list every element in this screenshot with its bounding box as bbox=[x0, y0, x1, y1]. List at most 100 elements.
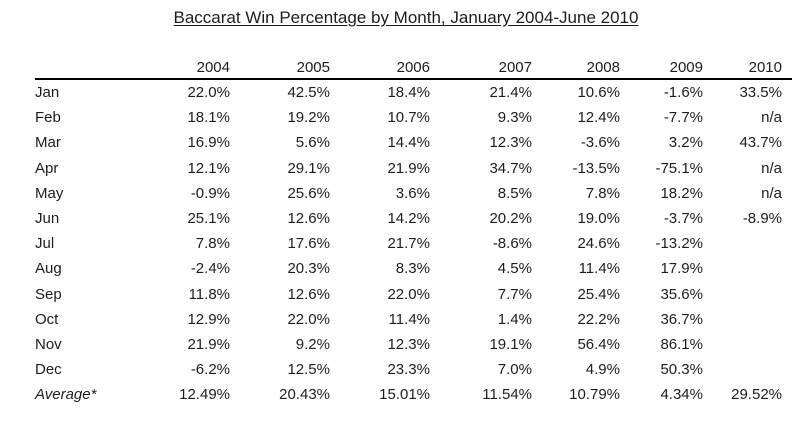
value-cell: 12.9% bbox=[187, 310, 230, 328]
value-cell: -8.6% bbox=[492, 235, 532, 253]
value-cell: -2.4% bbox=[190, 260, 230, 278]
month-cell: Feb bbox=[35, 109, 61, 127]
table-row: Nov 21.9% 9.2% 12.3% 19.1% 56.4% 86.1% bbox=[35, 332, 782, 357]
value-cell: 7.0% bbox=[497, 361, 532, 379]
header-divider bbox=[35, 78, 792, 80]
value-cell: 29.1% bbox=[287, 159, 330, 177]
value-cell: 21.4% bbox=[489, 84, 532, 102]
value-cell: 1.4% bbox=[497, 310, 532, 328]
value-cell: 21.7% bbox=[387, 235, 430, 253]
value-cell: n/a bbox=[761, 184, 782, 202]
value-cell: 7.8% bbox=[195, 235, 230, 253]
value-cell: -3.6% bbox=[580, 134, 620, 152]
table-row: Jul 7.8% 17.6% 21.7% -8.6% 24.6% -13.2% bbox=[35, 231, 782, 256]
value-cell: 4.34% bbox=[660, 386, 703, 404]
value-cell: 3.2% bbox=[668, 134, 703, 152]
table-row: Dec -6.2% 12.5% 23.3% 7.0% 4.9% 50.3% bbox=[35, 357, 782, 382]
value-cell bbox=[703, 307, 782, 332]
value-cell: 11.4% bbox=[388, 310, 430, 328]
month-cell: Jun bbox=[35, 210, 60, 228]
value-cell: 9.3% bbox=[497, 109, 532, 127]
value-cell: -13.2% bbox=[655, 235, 703, 253]
month-column-header bbox=[35, 54, 135, 80]
year-column-header: 2010 bbox=[748, 58, 782, 76]
value-cell: 29.52% bbox=[731, 386, 782, 404]
year-column-header: 2007 bbox=[498, 58, 532, 76]
value-cell bbox=[703, 231, 782, 256]
month-cell: Dec bbox=[35, 361, 62, 379]
value-cell: 3.6% bbox=[395, 184, 430, 202]
table-row: Average* 12.49% 20.43% 15.01% 11.54% 10.79% 4.… bbox=[35, 382, 782, 407]
month-cell: Oct bbox=[35, 310, 59, 328]
value-cell: 12.5% bbox=[287, 361, 330, 379]
value-cell: 12.3% bbox=[489, 134, 532, 152]
value-cell: 8.5% bbox=[497, 184, 532, 202]
value-cell: 20.3% bbox=[287, 260, 330, 278]
table-row: Jan 22.0% 42.5% 18.4% 21.4% 10.6% -1.6% 33.5% bbox=[35, 80, 782, 105]
value-cell: 7.7% bbox=[497, 285, 532, 303]
value-cell: -75.1% bbox=[655, 159, 703, 177]
value-cell: n/a bbox=[761, 159, 782, 177]
month-cell: Average* bbox=[35, 386, 97, 404]
value-cell: 19.1% bbox=[489, 335, 532, 353]
value-cell: 18.4% bbox=[387, 84, 430, 102]
value-cell: 12.6% bbox=[287, 285, 330, 303]
table-row: Mar 16.9% 5.6% 14.4% 12.3% -3.6% 3.2% 43.7% bbox=[35, 130, 782, 155]
value-cell: 23.3% bbox=[387, 361, 430, 379]
month-cell: Jul bbox=[35, 235, 55, 253]
value-cell: 4.5% bbox=[497, 260, 532, 278]
value-cell: -7.7% bbox=[663, 109, 703, 127]
value-cell: 17.6% bbox=[287, 235, 330, 253]
value-cell bbox=[703, 256, 782, 281]
year-column-header: 2008 bbox=[586, 58, 620, 76]
table-row: Apr 12.1% 29.1% 21.9% 34.7% -13.5% -75.1% n/a bbox=[35, 156, 782, 181]
value-cell: 12.49% bbox=[179, 386, 230, 404]
value-cell: 21.9% bbox=[387, 159, 430, 177]
value-cell: 34.7% bbox=[489, 159, 532, 177]
year-column-header: 2004 bbox=[196, 58, 230, 76]
month-cell: Nov bbox=[35, 335, 62, 353]
value-cell: 43.7% bbox=[739, 134, 782, 152]
value-cell: -0.9% bbox=[190, 184, 230, 202]
value-cell: 56.4% bbox=[577, 335, 620, 353]
value-cell: 22.2% bbox=[577, 310, 620, 328]
value-cell: 50.3% bbox=[660, 361, 703, 379]
month-cell: Sep bbox=[35, 285, 62, 303]
value-cell: 19.2% bbox=[287, 109, 330, 127]
table-row: Jun 25.1% 12.6% 14.2% 20.2% 19.0% -3.7% -8.9% bbox=[35, 206, 782, 231]
value-cell bbox=[703, 357, 782, 382]
value-cell: 8.3% bbox=[395, 260, 430, 278]
value-cell: 20.2% bbox=[489, 210, 532, 228]
year-column-header: 2005 bbox=[296, 58, 330, 76]
value-cell: 19.0% bbox=[577, 210, 620, 228]
value-cell: 10.7% bbox=[387, 109, 430, 127]
value-cell: 14.4% bbox=[387, 134, 430, 152]
value-cell: 24.6% bbox=[577, 235, 620, 253]
year-column-header: 2009 bbox=[669, 58, 703, 76]
table-row: Feb 18.1% 19.2% 10.7% 9.3% 12.4% -7.7% n/a bbox=[35, 105, 782, 130]
value-cell: 22.0% bbox=[287, 310, 330, 328]
value-cell: 17.9% bbox=[660, 260, 703, 278]
value-cell: -8.9% bbox=[742, 210, 782, 228]
value-cell: 10.6% bbox=[577, 84, 620, 102]
value-cell: 11.4% bbox=[578, 260, 620, 278]
table-header-row: 2004 2005 2006 2007 2008 2009 2010 bbox=[35, 54, 782, 80]
value-cell: 7.8% bbox=[585, 184, 620, 202]
value-cell: 16.9% bbox=[187, 134, 230, 152]
value-cell: -1.6% bbox=[663, 84, 703, 102]
win-percentage-table: 2004 2005 2006 2007 2008 2009 2010 Jan 22.0% 42.… bbox=[35, 54, 782, 407]
value-cell: 42.5% bbox=[287, 84, 330, 102]
value-cell: -3.7% bbox=[663, 210, 703, 228]
month-cell: Apr bbox=[35, 159, 59, 177]
value-cell: 12.1% bbox=[187, 159, 230, 177]
value-cell: 21.9% bbox=[187, 335, 230, 353]
value-cell: 18.1% bbox=[187, 109, 230, 127]
value-cell: 12.6% bbox=[287, 210, 330, 228]
value-cell: 4.9% bbox=[585, 361, 620, 379]
value-cell: 11.54% bbox=[482, 386, 532, 404]
month-cell: Mar bbox=[35, 134, 61, 152]
month-cell: Jan bbox=[35, 84, 60, 102]
value-cell: 25.1% bbox=[187, 210, 230, 228]
value-cell: 22.0% bbox=[187, 84, 230, 102]
